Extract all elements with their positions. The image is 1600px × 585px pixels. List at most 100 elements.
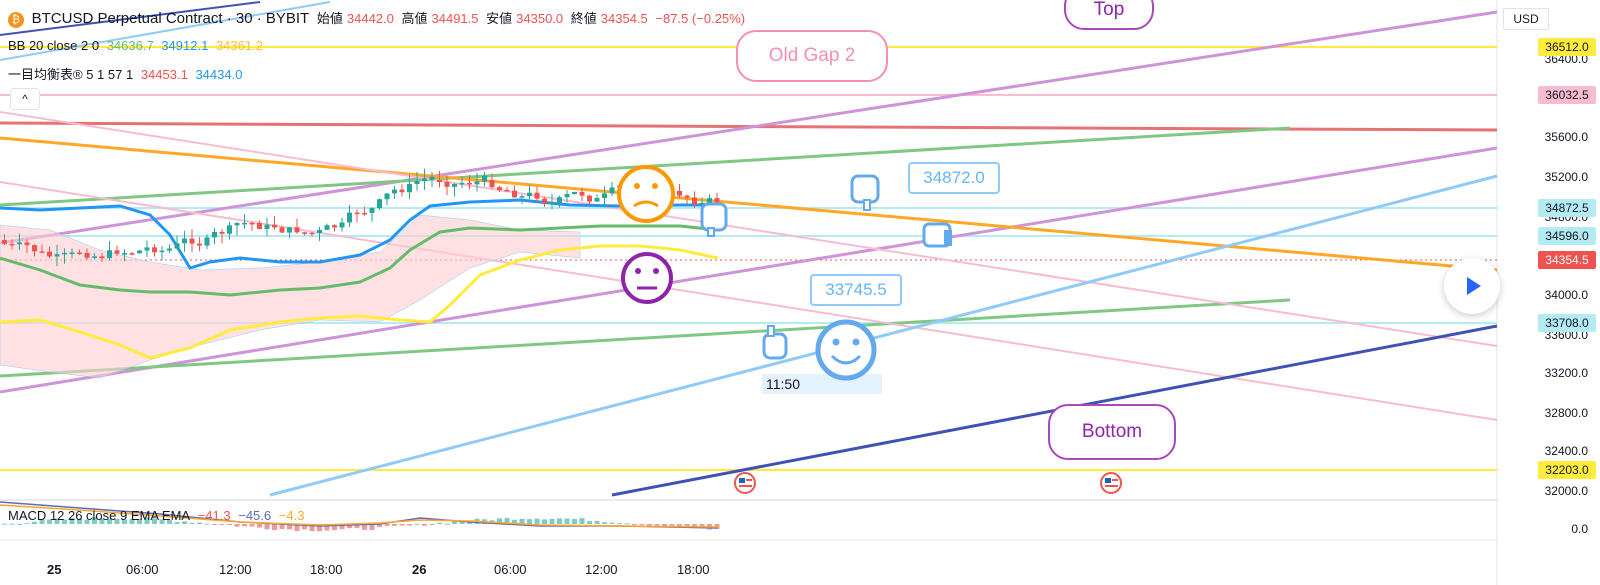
macd-bar [249,524,255,527]
price-axis[interactable]: USD [1497,0,1600,540]
macd-bar [204,523,210,525]
chevron-up-icon: ^ [22,92,28,106]
macd-bar [632,524,637,525]
price-tick: 35600.0 [1544,130,1588,144]
candle-body [182,238,187,244]
candle-body [557,197,562,203]
candle-body [2,240,7,244]
macd-bar [677,524,682,528]
macd-bar [242,524,247,527]
candle-body [429,176,435,180]
trendline-pink-upper[interactable] [0,111,1498,347]
candle-body [84,252,90,258]
macd-bar [272,524,277,531]
candle-body [99,256,105,259]
candle-body [647,193,652,200]
candle-body [69,252,75,255]
price-note-high-text: 34872.0 [923,168,985,187]
trendline-blue[interactable] [269,174,1498,497]
bollinger-legend[interactable]: BB 20 close 2 0 34636.7 34912.1 34361.2 [8,38,267,53]
macd-bar [572,518,577,524]
symbol-title[interactable]: BTCUSD Perpetual Contract · 30 · BYBIT [31,10,310,27]
trendline-navy-top[interactable] [0,1,261,36]
old-gap-callout[interactable]: Old Gap 2 [736,30,888,82]
candle-body [219,231,225,234]
trendline-purple-lower[interactable] [0,146,1498,394]
candle-body [594,197,600,202]
top-callout[interactable]: Top [1064,0,1154,30]
bollinger-upper-value: 34912.1 [161,38,209,53]
currency-button[interactable]: USD [1503,8,1549,30]
macd-label: MACD 12 26 close 9 EMA EMA [8,508,191,523]
candle-body [497,187,502,190]
macd-bar [234,524,240,527]
trendline-orange[interactable] [0,136,1498,272]
macd-bar [9,523,15,525]
candle-body [272,224,277,228]
candle-body [9,243,15,246]
price-note-low-text: 33745.5 [825,280,887,299]
candle-body [332,225,337,228]
price-tick: 35200.0 [1544,170,1588,184]
candle-body [632,186,637,193]
macd-bar [189,522,195,524]
candle-body [669,190,675,196]
price-tag-36512: 36512.0 [1538,38,1596,56]
macd-value-1: −41.3 [197,508,231,523]
price-tag-34596: 34596.0 [1538,227,1596,245]
macd-bar [137,519,142,524]
macd-bar [392,524,397,526]
candle-body [692,197,697,205]
candle-body [24,242,30,246]
macd-bar [69,517,75,524]
price-note-low[interactable]: 33745.5 [810,274,902,306]
macd-bar [92,517,97,524]
macd-bar [617,523,622,525]
macd-bar [519,518,525,524]
macd-bar [17,523,22,525]
candle-body [587,195,592,202]
ohlc-close-value: 34354.5 [600,11,648,26]
candle-body [384,193,390,200]
time-tick: 12:00 [585,562,618,577]
time-note-text: 11:50 [766,376,800,392]
trendline-purple-upper[interactable] [0,10,1498,245]
ohlc-close-label: 終値 [570,11,597,26]
ichimoku-legend[interactable]: 一目均衡表® 5 1 57 1 34453.1 34434.0 [8,64,246,83]
collapse-legend-button[interactable]: ^ [10,88,40,110]
trendline-blue-top[interactable] [0,1,331,61]
macd-bar [287,524,292,530]
replay-play-button[interactable] [1444,258,1500,314]
macd-bar [362,524,367,530]
candle-body [152,247,157,253]
bottom-callout[interactable]: Bottom [1048,404,1176,460]
candle-body [579,191,585,196]
price-note-high[interactable]: 34872.0 [908,162,1000,194]
trendline-pink-lower[interactable] [0,181,1498,421]
macd-bar [399,524,405,526]
macd-bar [459,521,465,524]
macd-bar [549,518,555,524]
macd-bar [602,522,607,524]
play-icon [1467,277,1481,295]
macd-bar [579,518,585,524]
candle-body [354,212,360,215]
macd-bar [309,524,315,532]
candle-body [527,192,532,197]
bottom-callout-text: Bottom [1081,421,1143,442]
macd-bar [47,519,52,524]
time-tick: 12:00 [219,562,252,577]
macd-legend[interactable]: MACD 12 26 close 9 EMA EMA −41.3 −45.6 −… [8,508,308,523]
macd-bar [24,523,30,525]
macd-bar [422,524,427,526]
macd-bar [414,523,420,525]
macd-value-3: −4.3 [278,508,305,523]
macd-bar [152,518,157,524]
candle-body [362,212,367,215]
macd-bar [662,524,667,527]
trendline-green-lower[interactable] [0,298,1291,378]
time-note[interactable]: 11:50 [762,374,882,394]
candle-body [677,190,682,196]
